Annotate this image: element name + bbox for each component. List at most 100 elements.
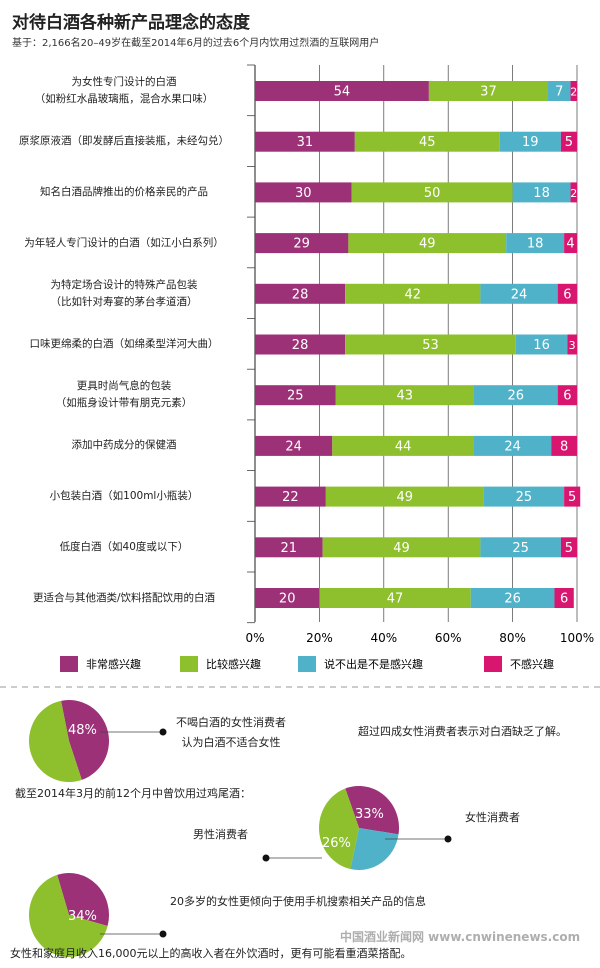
bar-segment (480, 537, 561, 558)
bar-segment (332, 435, 474, 456)
watermark: 中国酒业新闻网 www.cnwinenews.com (340, 930, 581, 944)
pie-charts: 48% 33% 26% 34% (28, 700, 452, 957)
note-lack-knowledge: 超过四成女性消费者表示对白酒缺乏了解。 (358, 725, 567, 738)
pie-slice (350, 828, 399, 870)
pie-slice (319, 788, 359, 870)
legend-swatch (298, 656, 316, 672)
legend-swatch (60, 656, 78, 672)
pie-slice (345, 786, 399, 835)
category-label: 小包装白酒（如100ml小瓶装） (49, 490, 199, 503)
x-tick-label: 0% (245, 631, 264, 645)
x-tick-label: 80% (499, 631, 526, 645)
bar-segment (560, 131, 577, 152)
data-label: 50 (424, 186, 441, 201)
data-label: 6 (560, 592, 568, 607)
data-label: 22 (282, 490, 299, 505)
bar-segment (570, 182, 577, 203)
bar-segment (255, 334, 346, 355)
bar-segment (557, 283, 577, 304)
legend-swatch (484, 656, 502, 672)
pie3-label: 34% (68, 909, 97, 924)
data-label: 3 (569, 339, 576, 352)
bar-segment (470, 588, 555, 608)
stacked-bar-chart: 0% 20% 40% 60% 80% 100%54 37 7 231 45 19 530 50 18 229… (0, 64, 600, 688)
bar-segment (567, 334, 577, 355)
data-label: 5 (568, 490, 576, 505)
bar-segment (570, 81, 577, 101)
category-label: 低度白酒（如40度或以下） (59, 540, 189, 553)
bar-segment (515, 334, 568, 355)
bar-segment (557, 385, 577, 406)
data-label: 20 (279, 592, 296, 607)
data-label: 26 (504, 592, 521, 607)
data-label: 25 (516, 490, 533, 505)
category-label: 添加中药成分的保健酒 (71, 439, 177, 452)
data-label: 53 (422, 338, 439, 353)
x-tick-label: 60% (435, 631, 462, 645)
data-label: 25 (287, 389, 304, 404)
note-income: 女性和家庭月收入16,000元以上的高收入者在外饮酒时，更有可能看重酒菜搭配。 (10, 947, 412, 960)
category-label: 更具时尚气息的包装 （如瓶身设计带有朋克元素） (55, 380, 193, 410)
data-label: 47 (387, 592, 404, 607)
data-label: 31 (297, 135, 314, 150)
data-label: 24 (285, 439, 302, 454)
data-label: 8 (560, 439, 568, 454)
bar-segment (255, 233, 349, 254)
x-tick-label: 100% (560, 631, 594, 645)
data-label: 25 (512, 541, 529, 556)
leader-dot (159, 728, 167, 736)
bar-segment (551, 435, 577, 456)
data-label: 24 (504, 439, 521, 454)
bar-segment (325, 486, 484, 507)
data-label: 49 (419, 237, 436, 252)
pie1-annotation-line1: 不喝白酒的女性消费者 (176, 716, 286, 729)
data-label: 49 (393, 541, 410, 556)
x-tick-label: 40% (370, 631, 397, 645)
category-label: 为女性专门设计的白酒 （如粉红水晶玻璃瓶，混合水果口味） (34, 76, 214, 105)
pie3-annotation: 20多岁的女性更倾向于使用手机搜索相关产品的信息 (170, 895, 426, 908)
leader-dot (444, 835, 452, 843)
category-label: 口味更绵柔的白酒（如绵柔型洋河大曲） (29, 338, 219, 350)
bar-segment (564, 233, 577, 254)
bar-segment (473, 385, 558, 406)
bar-segment (480, 283, 558, 304)
category-label: 更适合与其他酒类/饮料搭配饮用的白酒 (32, 591, 216, 604)
data-label: 26 (508, 389, 525, 404)
bar-segment (428, 81, 549, 101)
bar-segment (319, 588, 471, 608)
legend-label: 非常感兴趣 (86, 657, 141, 671)
data-label: 2 (570, 86, 577, 99)
data-label: 7 (555, 85, 563, 100)
bar-segment (255, 435, 333, 456)
bar-segment (348, 233, 507, 254)
data-label: 37 (480, 85, 497, 100)
bar-segment (255, 385, 336, 406)
pie1-annotation-line2: 认为白酒不适合女性 (181, 736, 281, 749)
data-label: 43 (396, 389, 413, 404)
data-label: 24 (511, 287, 528, 302)
bar-segment (351, 182, 513, 203)
note-cocktail: 截至2014年3月的前12个月中曾饮用过鸡尾酒： (15, 787, 251, 800)
pie-slice (61, 700, 109, 780)
data-label: 6 (563, 389, 571, 404)
x-tick-label: 20% (306, 631, 333, 645)
data-label: 5 (565, 135, 573, 150)
data-label: 21 (281, 541, 298, 556)
category-label: 原浆原液酒（即发酵后直接装瓶，未经勾兑） (19, 135, 229, 148)
bar-segment (255, 131, 355, 152)
category-label: 为年轻人专门设计的白酒（如江小白系列） (24, 236, 224, 249)
bar-segment (554, 588, 574, 608)
data-label: 16 (533, 338, 550, 353)
bar-segment (506, 233, 565, 254)
bar-segment (255, 81, 429, 101)
bar-segment (560, 537, 577, 558)
legend-label: 说不出是不是感兴趣 (324, 657, 423, 671)
legend-label: 比较感兴趣 (206, 657, 261, 671)
pie2-label-female: 33% (355, 807, 384, 822)
data-label: 6 (563, 287, 571, 302)
data-label: 28 (292, 338, 309, 353)
data-label: 18 (527, 237, 544, 252)
bar-segment (335, 385, 474, 406)
bar-segment (255, 182, 352, 203)
bar-segment (345, 334, 516, 355)
